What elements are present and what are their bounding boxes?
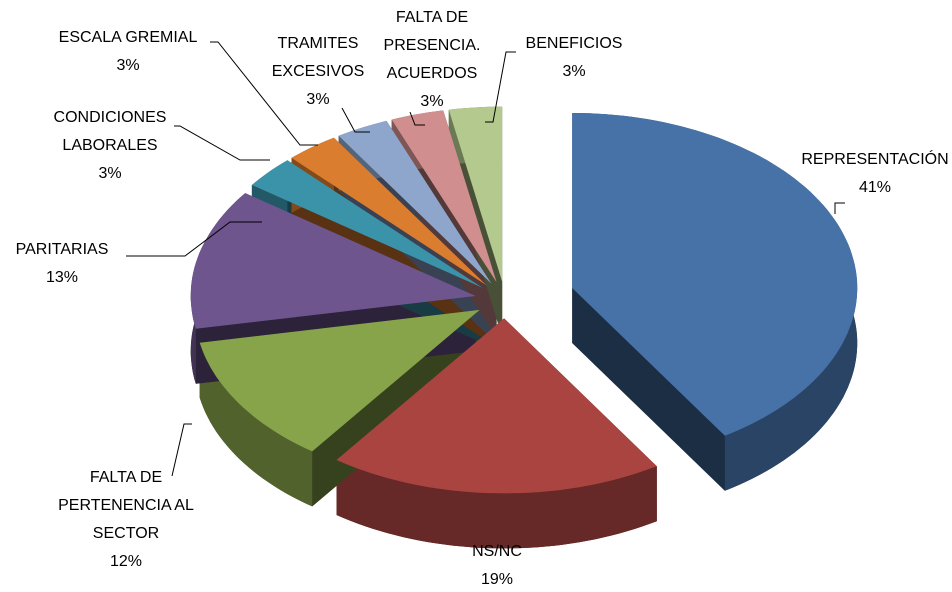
pie-slice [572,113,858,436]
value-label: 3% [420,93,444,110]
category-name: CONDICIONES LABORALES [53,109,167,154]
leader-line [171,423,192,477]
slice-label: NS/NC 19% [472,538,522,592]
value-label: 3% [562,63,586,80]
pie-slice [291,137,487,286]
slice-label: FALTA DE PERTENENCIA AL SECTOR 12% [58,464,194,576]
pie-slice [448,106,503,282]
pie-slice [338,120,492,284]
category-name: TRAMITES EXCESIVOS [271,35,365,80]
value-label: 3% [116,57,140,74]
category-name: REPRESENTACIÓN [801,151,949,168]
leader-line [834,202,845,214]
slice-label: FALTA DE PRESENCIA. ACUERDOS 3% [384,4,481,116]
value-label: 19% [480,571,514,588]
pie-slice [391,110,497,283]
leader-line [210,41,318,146]
slice-outer-wall [336,460,657,549]
slice-label: REPRESENTACIÓN 41% [801,146,948,202]
leader-line [126,221,262,257]
slice-label: TRAMITES EXCESIVOS 3% [272,30,364,114]
pie-slice [190,193,476,329]
category-name: ESCALA GREMIAL [58,29,198,46]
pie-slice [199,309,480,452]
slice-wall [572,288,725,491]
category-name: NS/NC [472,543,522,560]
category-name: FALTA DE PRESENCIA. ACUERDOS [383,9,481,82]
value-label: 41% [858,179,892,196]
pie-slice [336,318,657,494]
leader-line [174,125,270,161]
value-label: 3% [98,165,122,182]
slice-label: ESCALA GREMIAL 3% [59,24,198,80]
leader-line [485,51,516,123]
value-label: 3% [306,91,330,108]
value-label: 13% [45,269,79,286]
leader-line [341,107,370,133]
category-name: FALTA DE PERTENENCIA AL SECTOR [58,469,194,542]
pie-slice [251,160,483,288]
category-name: BENEFICIOS [525,35,623,52]
slice-label: BENEFICIOS 3% [526,30,623,86]
category-name: PARITARIAS [15,241,109,258]
value-label: 12% [109,553,143,570]
slice-outer-wall [199,342,313,507]
leader-line [409,111,425,126]
slice-label: CONDICIONES LABORALES 3% [54,104,167,188]
slice-label: PARITARIAS 13% [16,236,109,292]
